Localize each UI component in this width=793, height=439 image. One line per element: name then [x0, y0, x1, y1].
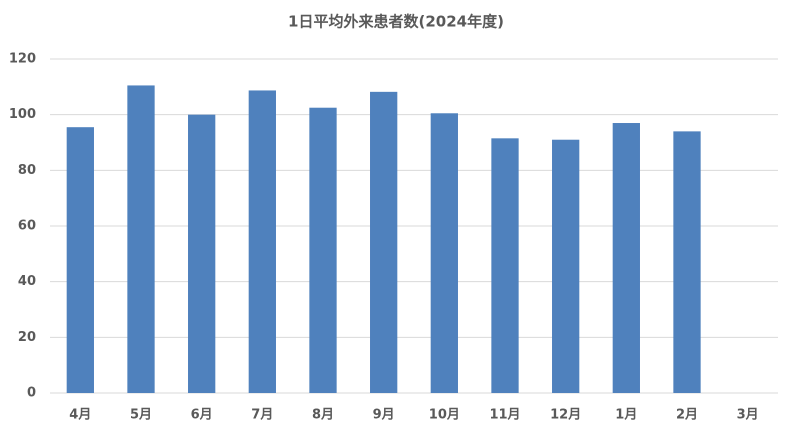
- y-tick-label: 100: [9, 107, 36, 122]
- bar: [612, 123, 640, 394]
- bar: [248, 90, 276, 394]
- y-tick-label: 80: [18, 163, 36, 178]
- y-tick-label: 120: [9, 52, 36, 67]
- x-tick-label: 3月: [737, 408, 759, 423]
- y-tick-label: 0: [27, 386, 36, 401]
- y-tick-label: 20: [18, 330, 36, 345]
- bar: [127, 85, 155, 394]
- bar: [66, 127, 94, 394]
- x-tick-label: 5月: [130, 408, 152, 423]
- x-tick-label: 7月: [251, 408, 273, 423]
- x-tick-label: 8月: [312, 408, 334, 423]
- x-tick-label: 2月: [676, 408, 698, 423]
- y-tick-label: 40: [18, 274, 36, 289]
- x-tick-label: 1月: [615, 408, 637, 423]
- bar: [673, 131, 701, 393]
- chart-title: 1日平均外来患者数(2024年度): [288, 13, 504, 31]
- x-tick-label: 12月: [550, 408, 581, 423]
- x-tick-label: 4月: [69, 408, 91, 423]
- bar: [370, 91, 398, 394]
- x-tick-label: 6月: [191, 408, 213, 423]
- bar: [309, 107, 337, 393]
- x-tick-label: 10月: [429, 408, 460, 423]
- bar: [430, 113, 458, 394]
- bar: [188, 114, 216, 394]
- x-tick-label: 9月: [373, 408, 395, 423]
- x-tick-label: 11月: [489, 408, 520, 423]
- y-tick-label: 60: [18, 219, 36, 234]
- bar: [491, 138, 519, 393]
- bar: [552, 139, 580, 393]
